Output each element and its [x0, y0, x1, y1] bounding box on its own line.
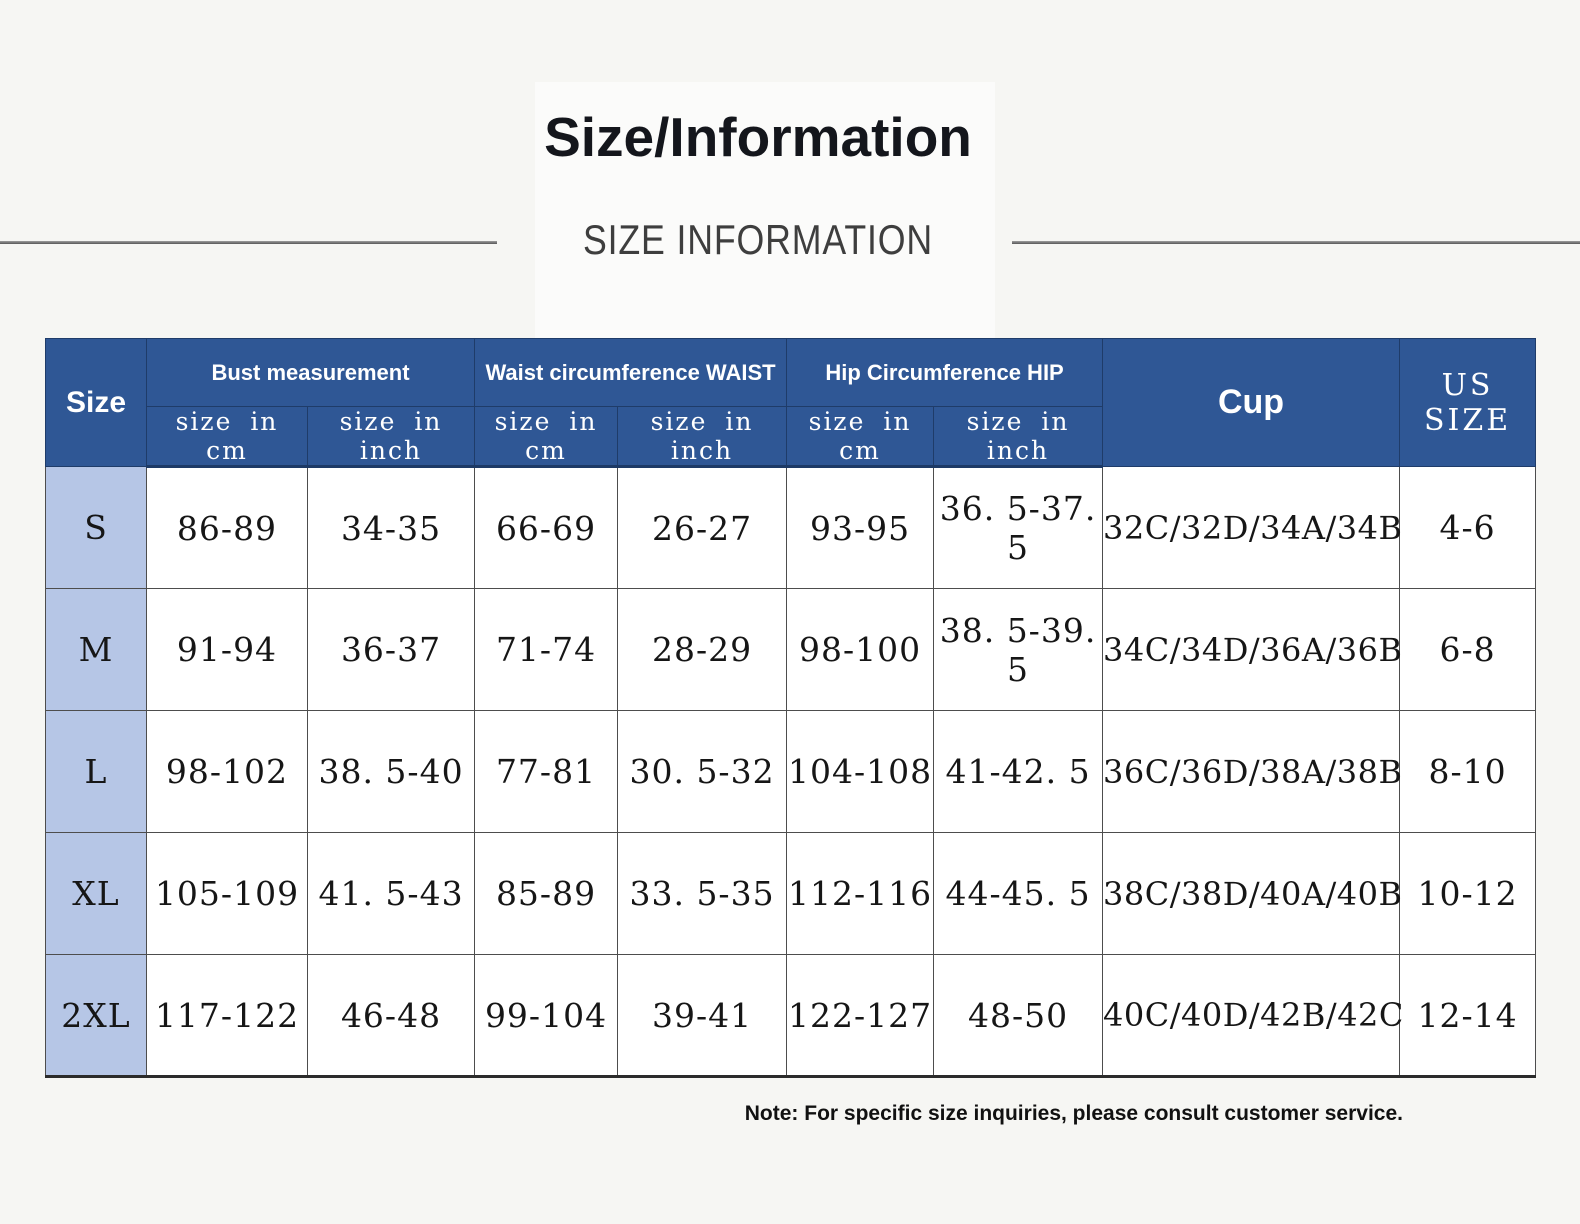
header-sub-row: size in cm size in inch size in cm size … — [46, 406, 1536, 468]
title-backplate — [535, 82, 995, 374]
group-header-waist: Waist circumference WAIST — [474, 338, 788, 407]
waist-inch-cell: 39-41 — [617, 954, 788, 1078]
cup-cell: 34C/34D/36A/36B — [1102, 588, 1402, 711]
cup-cell: 36C/36D/38A/38B — [1102, 710, 1402, 833]
col-header-size: Size — [45, 338, 147, 467]
bust-inch-cell: 38. 5-40 — [306, 710, 476, 833]
waist-inch-cell: 30. 5-32 — [617, 710, 788, 833]
cup-cell: 32C/32D/34A/34B — [1102, 466, 1402, 589]
hip-cm-cell: 122-127 — [786, 954, 935, 1078]
bust-inch-cell: 34-35 — [306, 466, 476, 589]
size-cell: S — [45, 466, 147, 589]
waist-inch-cell: 33. 5-35 — [617, 832, 788, 955]
hip-inch-cell: 41-42. 5 — [933, 710, 1104, 833]
table-row: S 86-89 34-35 66-69 26-27 93-95 36. 5-37… — [45, 466, 1537, 589]
bust-inch-cell: 41. 5-43 — [306, 832, 476, 955]
us-size-cell: 12-14 — [1399, 954, 1537, 1078]
hip-inch-cell: 48-50 — [933, 954, 1104, 1078]
sub-header-bust-cm: size in cm — [146, 406, 308, 468]
cup-cell: 40C/40D/42B/42C — [1102, 954, 1403, 1078]
sub-header-waist-cm: size in cm — [474, 406, 619, 468]
waist-cm-cell: 66-69 — [474, 466, 619, 589]
us-size-cell: 4-6 — [1399, 466, 1537, 589]
size-cell: L — [45, 710, 147, 833]
size-cell: XL — [45, 832, 147, 955]
waist-cm-cell: 71-74 — [474, 588, 619, 711]
us-size-cell: 6-8 — [1399, 588, 1537, 711]
bust-cm-cell: 105-109 — [146, 832, 308, 955]
cup-cell: 38C/38D/40A/40B — [1102, 832, 1402, 955]
table-row: XL 105-109 41. 5-43 85-89 33. 5-35 112-1… — [45, 832, 1537, 955]
size-cell: M — [45, 588, 147, 711]
us-size-cell: 10-12 — [1399, 832, 1537, 955]
sub-header-bust-inch: size in inch — [306, 406, 476, 468]
group-header-bust: Bust measurement — [145, 338, 476, 407]
header-group-row: Size Bust measurement Waist circumferenc… — [45, 338, 1537, 467]
size-table: Size Bust measurement Waist circumferenc… — [45, 338, 1537, 1078]
size-cell: 2XL — [45, 954, 147, 1078]
waist-inch-cell: 26-27 — [617, 466, 788, 589]
bust-inch-cell: 36-37 — [306, 588, 476, 711]
sub-header-waist-inch: size in inch — [617, 406, 788, 468]
hip-inch-cell: 36. 5-37. 5 — [933, 466, 1104, 589]
waist-cm-cell: 85-89 — [474, 832, 619, 955]
table-row: L 98-102 38. 5-40 77-81 30. 5-32 104-108… — [45, 710, 1537, 833]
table-row: M 91-94 36-37 71-74 28-29 98-100 38. 5-3… — [45, 588, 1537, 711]
section-subtitle: SIZE INFORMATION — [582, 216, 934, 263]
bust-cm-cell: 98-102 — [146, 710, 308, 833]
col-header-us-size: US SIZE — [1399, 338, 1537, 467]
bust-inch-cell: 46-48 — [306, 954, 476, 1078]
waist-inch-cell: 28-29 — [617, 588, 788, 711]
hip-inch-cell: 38. 5-39. 5 — [933, 588, 1104, 711]
hip-cm-cell: 98-100 — [786, 588, 935, 711]
col-header-cup: Cup — [1102, 338, 1401, 467]
sub-header-hip-cm: size in cm — [786, 406, 935, 468]
hip-inch-cell: 44-45. 5 — [933, 832, 1104, 955]
bust-cm-cell: 91-94 — [146, 588, 308, 711]
hip-cm-cell: 93-95 — [786, 466, 935, 589]
divider-left-line — [0, 241, 497, 244]
bust-cm-cell: 117-122 — [146, 954, 308, 1078]
waist-cm-cell: 99-104 — [474, 954, 619, 1078]
hip-cm-cell: 112-116 — [786, 832, 935, 955]
waist-cm-cell: 77-81 — [474, 710, 619, 833]
us-size-cell: 8-10 — [1399, 710, 1537, 833]
divider-right-line — [1012, 241, 1580, 244]
hip-cm-cell: 104-108 — [786, 710, 935, 833]
group-header-hip: Hip Circumference HIP — [786, 338, 1104, 407]
sub-header-hip-inch: size in inch — [933, 406, 1104, 468]
page-title: Size/Information — [544, 106, 972, 168]
footnote: Note: For specific size inquiries, pleas… — [744, 1102, 1403, 1125]
table-row: 2XL 117-122 46-48 99-104 39-41 122-127 4… — [45, 954, 1537, 1078]
bust-cm-cell: 86-89 — [146, 466, 308, 589]
